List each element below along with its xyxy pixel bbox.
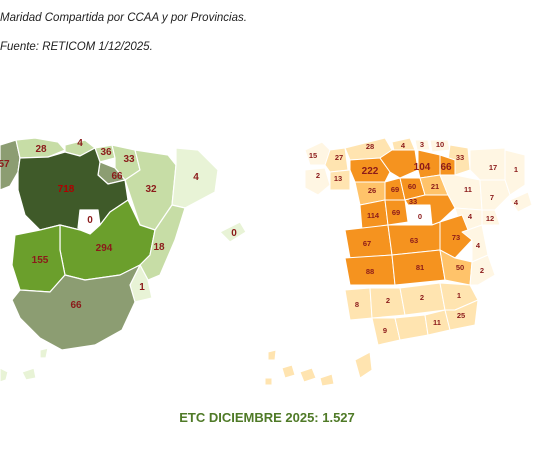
label-galicia: 57 [0,159,10,170]
label-prov-24: 4 [468,212,473,221]
province-labels: 15 27 28 4 3 10 2 13 222 104 66 33 17 1 … [309,140,519,335]
ccaa-labels: 57 28 4 36 33 66 32 4 718 0 294 18 0 155… [0,138,237,311]
region-canarias [0,347,49,383]
label-prov-30: 88 [366,267,374,276]
label-castilla-la-mancha: 294 [96,243,113,254]
label-prov-37: 1 [457,291,461,300]
province-1 [504,149,526,196]
label-andalucia: 66 [70,300,82,311]
label-prov-40: 25 [457,311,465,320]
province-3 [414,139,431,151]
label-prov-26: 67 [363,239,371,248]
label-prov-33: 2 [480,266,484,275]
label-valencia: 18 [153,242,165,253]
label-prov-39: 11 [433,318,441,327]
label-prov-15: 69 [391,185,399,194]
label-prov-25: 12 [486,214,494,223]
label-asturias: 28 [35,144,47,155]
province-canarias-east [299,351,373,387]
label-murcia: 1 [139,282,145,293]
label-prov-38: 9 [383,326,387,335]
region-cataluna [171,147,219,209]
province-17 [469,147,506,181]
label-prov-1: 27 [335,153,343,162]
label-prov-22: 0 [418,212,422,221]
province-ourense [329,169,351,191]
label-prov-14: 26 [368,186,376,195]
province-7 [479,179,511,211]
label-prov-2: 28 [366,142,374,151]
label-pais-vasco: 36 [100,147,112,158]
province-canarias-west [264,349,296,386]
label-prov-3: 4 [401,141,406,150]
province-baleares [509,191,533,213]
label-prov-9: 104 [414,162,431,173]
label-aragon: 32 [145,184,157,195]
label-prov-5: 10 [436,140,444,149]
label-prov-7: 13 [334,174,342,183]
region-baleares [219,221,247,243]
province-9 [394,314,429,341]
label-prov-4: 3 [420,140,424,149]
province-2 [469,254,496,286]
province-73 [439,214,473,259]
label-prov-28: 73 [452,233,460,242]
total-label: ETC DICIEMBRE 2025: 1.527 [179,410,355,425]
label-cataluna: 4 [193,172,199,183]
label-prov-16: 60 [408,182,416,191]
label-prov-18: 11 [464,185,472,194]
region-valencia [139,204,186,281]
label-extremadura: 155 [32,255,49,266]
label-navarra: 33 [123,154,135,165]
province-25 [444,299,479,331]
province-pontevedra [304,167,331,196]
label-rioja: 66 [111,171,123,182]
label-prov-19: 7 [490,193,494,202]
province-map [264,137,533,387]
ccaa-map [0,137,247,383]
label-prov-11: 33 [456,153,464,162]
label-prov-6: 2 [316,171,320,180]
region-andalucia [11,264,141,351]
label-prov-36: 2 [420,293,424,302]
caption-source: Fuente: RETICOM 1/12/2025. [0,41,153,53]
label-castilla-leon: 718 [58,184,75,195]
label-prov-29: 4 [476,241,481,250]
label-prov-20: 114 [367,211,380,220]
label-prov-41: 4 [514,198,519,207]
label-prov-8: 222 [362,166,379,177]
label-prov-23: 33 [409,197,417,206]
label-prov-17: 21 [431,182,439,191]
label-prov-21: 69 [392,208,400,217]
label-baleares: 0 [231,228,237,239]
province-69b [384,199,409,226]
label-cantabria: 4 [77,138,83,149]
label-prov-13: 1 [514,165,518,174]
label-prov-12: 17 [489,163,497,172]
province-12 [481,209,501,226]
label-prov-10: 66 [440,162,452,173]
caption-title: Maridad Compartida por CCAA y por Provin… [0,12,247,24]
label-madrid: 0 [87,215,93,226]
label-prov-31: 81 [416,263,424,272]
label-prov-32: 50 [456,263,464,272]
label-prov-35: 2 [386,296,390,305]
label-prov-0: 15 [309,151,317,160]
label-prov-34: 8 [355,300,359,309]
label-prov-27: 63 [410,236,418,245]
